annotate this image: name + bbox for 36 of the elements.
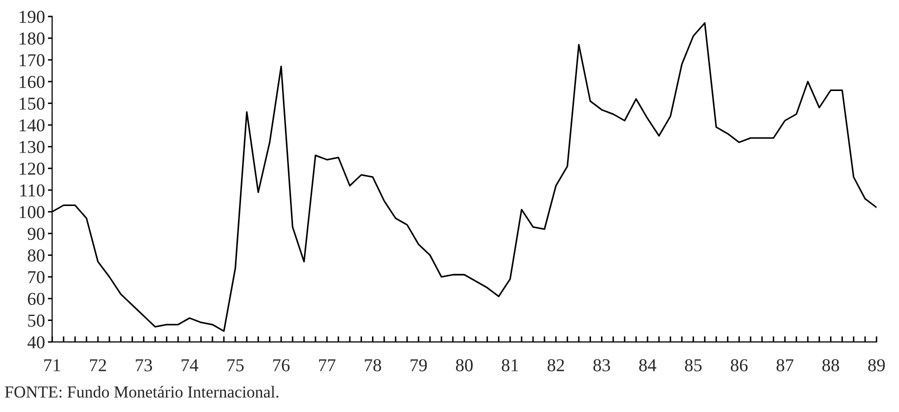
x-tick-label: 71 — [44, 359, 60, 372]
y-tick-label: 60 — [28, 292, 45, 306]
x-tick-label: 88 — [822, 359, 840, 372]
x-tick-label: 75 — [228, 359, 244, 372]
x-tick-label: 85 — [684, 359, 702, 372]
x-tick-label: 74 — [182, 359, 198, 372]
y-tick-label: 180 — [20, 32, 45, 45]
y-tick-label: 190 — [20, 10, 45, 23]
y-tick-label: 80 — [28, 249, 45, 262]
y-tick-label: 100 — [20, 206, 45, 218]
x-tick-label: 84 — [639, 359, 656, 372]
x-tick-label: 72 — [90, 359, 106, 372]
y-tick-label: 170 — [20, 54, 45, 66]
y-tick-label: 160 — [20, 76, 45, 88]
y-tick-label: 140 — [20, 119, 45, 132]
y-tick-label: 110 — [20, 184, 45, 197]
x-tick-label: 81 — [502, 359, 518, 372]
y-tick-label: 70 — [28, 271, 45, 284]
y-tick-label: 50 — [28, 314, 45, 327]
x-tick-label: 73 — [136, 359, 152, 372]
x-tick-label: 79 — [410, 359, 427, 372]
x-tick-label: 76 — [273, 359, 290, 372]
x-tick-label: 89 — [868, 359, 885, 372]
x-tick-label: 82 — [548, 359, 564, 372]
y-tick-label: 120 — [20, 162, 45, 175]
x-tick-label: 77 — [319, 359, 336, 372]
source-note: FONTE: Fundo Monetário Internacional. — [4, 386, 278, 398]
y-tick-label: 40 — [27, 336, 45, 348]
y-tick-label: 130 — [20, 140, 45, 154]
x-tick-label: 83 — [593, 359, 610, 372]
x-tick-label: 80 — [456, 359, 473, 372]
x-tick-label: 87 — [776, 359, 794, 372]
y-tick-label: 90 — [28, 228, 45, 240]
x-tick-label: 86 — [730, 359, 748, 372]
y-tick-label: 150 — [20, 98, 45, 110]
x-tick-label: 78 — [364, 359, 382, 372]
